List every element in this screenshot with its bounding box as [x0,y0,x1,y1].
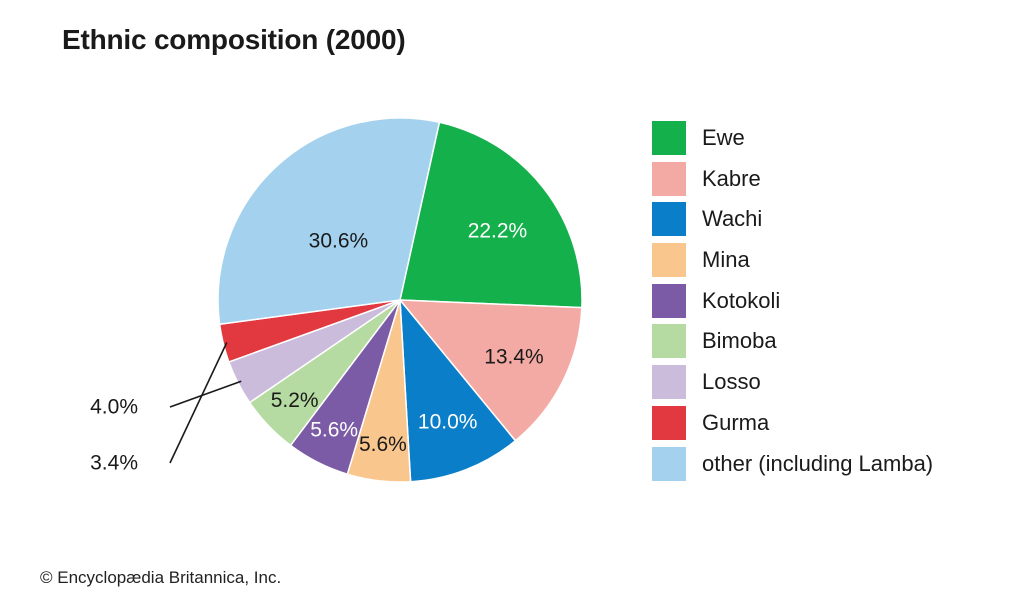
legend-swatch [652,324,686,359]
legend-swatch [652,446,686,481]
pie-slice-ewe [399,121,583,309]
pie-slice-kabre [399,299,583,442]
chart-title: Ethnic composition (2000) [62,24,406,55]
legend-label: Ewe [702,125,745,150]
slice-label: 30.6% [309,229,369,252]
copyright-notice: © Encyclopædia Britannica, Inc. [40,568,282,587]
pie-slice-wachi [399,299,517,483]
legend-label: Wachi [702,206,763,232]
slice-label: 5.6% [310,418,358,441]
pie-slice-other-including-lamba [217,117,441,326]
legend-label: Kotokoli [702,287,781,313]
legend-label: Mina [702,247,750,273]
legend-swatch [652,121,686,155]
slice-label: 22.2% [468,220,528,243]
legend-label: Kabre [702,165,761,191]
leader-line [169,342,228,464]
slice-label: 13.4% [484,345,544,368]
legend-swatch [652,405,686,440]
legend-swatch [652,365,686,400]
legend-label: Bimoba [702,328,777,354]
slice-label: 10.0% [418,411,478,434]
legend-swatch [652,202,686,237]
slice-label: 3.4% [90,452,138,475]
leader-line [169,380,242,408]
legend-swatch [652,243,686,278]
legend-swatch [652,161,686,196]
legend-label: Gurma [702,409,770,435]
legend-label: Losso [702,369,761,395]
slice-label: 4.0% [90,396,138,419]
legend-swatch [652,283,686,318]
legend-label: other (including Lamba) [702,450,934,476]
slice-label: 5.2% [271,389,319,412]
slice-label: 5.6% [359,433,407,456]
